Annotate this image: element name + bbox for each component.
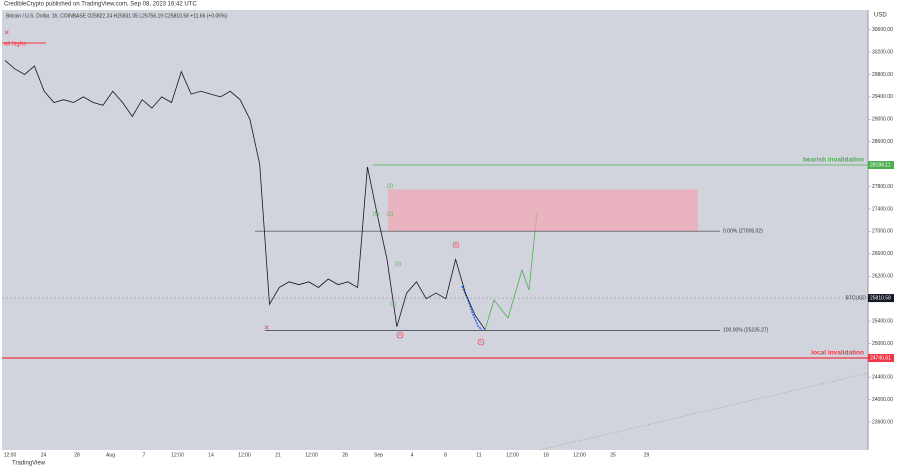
x-tick-label: 12:00 xyxy=(238,452,251,458)
x-tick-label: 25 xyxy=(610,452,616,458)
note: all highs xyxy=(4,42,26,48)
y-tick-label: 27800.00 xyxy=(872,184,893,190)
fib-label: 0.00% (27005.02) xyxy=(723,228,763,234)
y-tick-label: 28600.00 xyxy=(872,139,893,145)
x-tick-label: 12:00 xyxy=(573,452,586,458)
x-tick-label: 21 xyxy=(275,452,281,458)
y-tick-label: 25400.00 xyxy=(872,318,893,324)
price-tag-label: 25810.58 xyxy=(870,295,891,301)
supply-zone xyxy=(388,189,698,232)
x-tick-label: 28 xyxy=(342,452,348,458)
price-tag-label: 24740.81 xyxy=(870,355,891,361)
y-tick-label: 26600.00 xyxy=(872,251,893,257)
x-tick-label: 14 xyxy=(208,452,214,458)
price-line xyxy=(4,60,486,330)
x-tick-label: 4 xyxy=(411,452,414,458)
header: CredibleCrypto published on TradingView.… xyxy=(4,2,197,8)
x-marker: × xyxy=(4,27,9,37)
y-tick-label: 24400.00 xyxy=(872,374,893,380)
y-tick-label: 30600.00 xyxy=(872,27,893,33)
symbol-tag: BTCUSD xyxy=(845,295,866,301)
x-tick-label: 11 xyxy=(476,452,481,458)
wave-circle xyxy=(452,241,460,249)
y-tick-label: 29400.00 xyxy=(872,94,893,100)
level-name: bearish invalidation xyxy=(803,157,864,164)
level-name: local invalidation xyxy=(811,350,864,357)
wave-label: B xyxy=(455,242,458,247)
y-tick-label: 29800.00 xyxy=(872,72,893,78)
brand: TradingView xyxy=(12,461,46,467)
fib-label: 100.00% (25235.27) xyxy=(723,328,769,334)
trend-line xyxy=(539,372,869,451)
wave-circle xyxy=(396,331,404,339)
wave-label: (2) xyxy=(387,183,393,189)
wave-label: A xyxy=(399,332,402,337)
x-tick-label: 8 xyxy=(444,452,447,458)
wave-label: (5) xyxy=(373,211,379,217)
x-tick-label: Sep xyxy=(374,452,383,458)
wave-label: (1) xyxy=(387,211,393,217)
x-tick-label: 12:00 xyxy=(305,452,318,458)
price-tag-label: 28184.11 xyxy=(870,162,891,168)
wave-label: (4) xyxy=(390,301,396,307)
y-tick-label: 26200.00 xyxy=(872,274,893,280)
price-tag xyxy=(868,161,894,170)
x-tick-label: Aug xyxy=(106,452,115,458)
x-marker: × xyxy=(264,322,269,332)
y-tick-label: 27000.00 xyxy=(872,229,893,235)
y-tick-label: 25000.00 xyxy=(872,341,893,347)
currency: USD xyxy=(874,13,887,19)
x-tick-label: 18 xyxy=(543,452,549,458)
y-tick-label: 23600.00 xyxy=(872,419,893,425)
x-tick-label: 24 xyxy=(41,452,47,458)
x-tick-label: 7 xyxy=(143,452,146,458)
wave-circle xyxy=(477,338,485,346)
price-tag xyxy=(868,294,894,303)
price-tag xyxy=(868,354,894,363)
x-tick-label: 12:00 xyxy=(171,452,184,458)
x-tick-label: 29 xyxy=(644,452,650,458)
y-tick-label: 27400.00 xyxy=(872,206,893,212)
wave-label: (3) xyxy=(395,261,401,267)
y-tick-label: 29000.00 xyxy=(872,117,893,123)
projection xyxy=(484,211,538,331)
x-tick-label: 12:00 xyxy=(4,452,17,458)
x-tick-label: 28 xyxy=(74,452,80,458)
wave-label: C xyxy=(480,339,483,344)
y-tick-label: 24000.00 xyxy=(872,397,893,403)
symbol: Bitcoin / U.S. Dollar, 1h, COINBASE O258… xyxy=(6,13,227,19)
y-tick-label: 30200.00 xyxy=(872,49,893,55)
x-tick-label: 12:00 xyxy=(506,452,519,458)
